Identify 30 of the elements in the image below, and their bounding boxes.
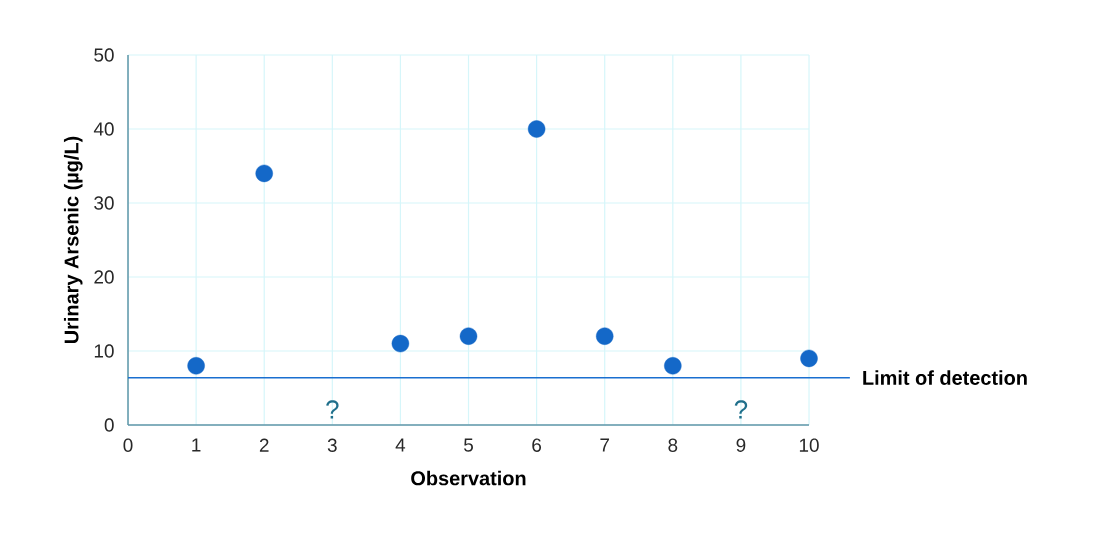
annotation: ? bbox=[734, 400, 748, 419]
x-tick-label: 1 bbox=[192, 438, 201, 452]
point bbox=[459, 327, 478, 345]
x-tick-label: 4 bbox=[395, 438, 406, 452]
x-tick-label: 9 bbox=[736, 438, 746, 452]
x-tick-label: 5 bbox=[464, 438, 473, 452]
x-tick-label: 2 bbox=[259, 438, 269, 452]
y-tick-label: 40 bbox=[93, 122, 114, 136]
point bbox=[800, 349, 818, 368]
y-tick-label: 0 bbox=[104, 418, 114, 432]
y-tick-label: 10 bbox=[94, 344, 114, 358]
point bbox=[391, 334, 410, 353]
y-tick-label: 30 bbox=[94, 196, 114, 210]
ref-line-label: Limit of detection bbox=[863, 370, 1027, 385]
point bbox=[255, 164, 273, 183]
y-axis-title: Urinary Arsenic (µg/L) bbox=[63, 136, 83, 344]
point bbox=[664, 357, 682, 375]
annotation: ? bbox=[326, 400, 339, 419]
x-tick-label: 10 bbox=[799, 438, 819, 452]
x-tick-label: 6 bbox=[532, 438, 542, 452]
y-tick-label: 20 bbox=[94, 270, 114, 284]
x-tick-label: 8 bbox=[668, 438, 678, 452]
x-tick-label: 7 bbox=[600, 438, 610, 452]
x-tick-label: 0 bbox=[123, 438, 133, 452]
x-axis-title: Observation bbox=[411, 470, 526, 486]
point bbox=[187, 357, 205, 375]
y-tick-label: 50 bbox=[94, 48, 114, 62]
x-tick-label: 3 bbox=[327, 438, 337, 452]
point bbox=[527, 120, 546, 138]
point bbox=[596, 327, 614, 345]
